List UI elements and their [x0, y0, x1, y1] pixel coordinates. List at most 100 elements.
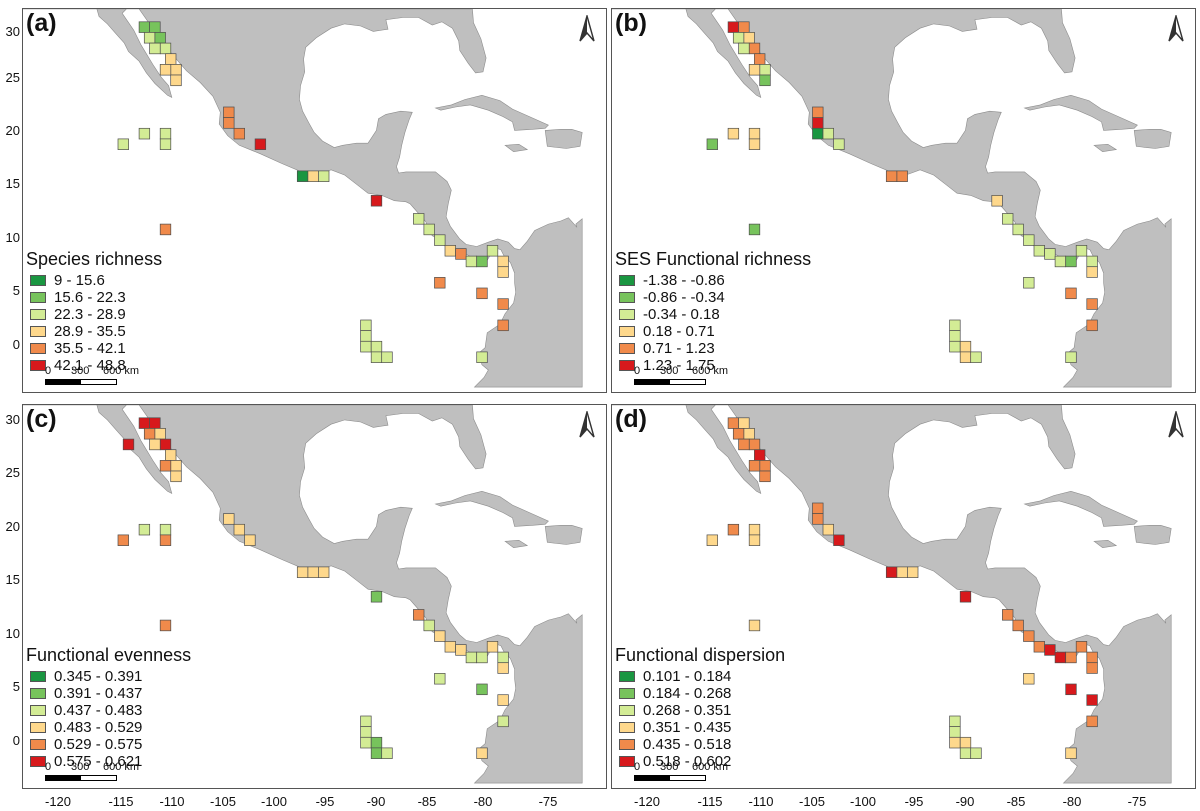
grid-cell — [381, 351, 393, 363]
grid-cell — [318, 566, 330, 578]
scale-label: 600 km — [103, 761, 140, 773]
grid-cell — [497, 319, 509, 332]
grid-cell — [1075, 245, 1088, 257]
legend-item: 0.435 - 0.518 — [615, 736, 785, 753]
grid-cell — [149, 438, 161, 451]
grid-cell — [812, 106, 824, 119]
legend-swatch — [619, 360, 635, 371]
legend-swatch — [30, 756, 46, 767]
grid-cell — [486, 245, 499, 257]
grid-cell — [413, 213, 425, 225]
grid-cell — [476, 351, 488, 363]
grid-cell — [497, 266, 509, 278]
grid-cell — [706, 534, 718, 546]
map-canvas — [23, 405, 583, 784]
land-north_america — [612, 405, 1172, 784]
grid-cell — [159, 534, 172, 546]
scale-bar: 0 300 600 km — [634, 365, 744, 391]
grid-cell — [727, 127, 740, 140]
legend-item: 0.268 - 0.351 — [615, 702, 785, 719]
legend: Functional evenness 0.345 - 0.391 0.391 … — [26, 645, 191, 770]
north-arrow-icon — [1168, 15, 1184, 42]
grid-cell — [455, 248, 467, 260]
grid-cell — [159, 138, 172, 150]
grid-cell — [370, 351, 383, 363]
grid-cell — [117, 534, 129, 546]
grid-cell — [1023, 673, 1035, 685]
x-tick: -85 — [417, 794, 437, 809]
legend-item: 9 - 15.6 — [26, 272, 162, 289]
grid-cell — [159, 223, 172, 236]
land-cuba — [434, 94, 549, 131]
grid-cell — [1065, 747, 1077, 759]
y-tick: 20 — [5, 123, 20, 138]
scale-label: 300 — [660, 365, 679, 377]
grid-cell — [732, 32, 745, 44]
grid-cell — [1044, 248, 1056, 260]
legend-item: 35.5 - 42.1 — [26, 340, 162, 357]
legend-swatch — [30, 671, 46, 682]
legend-item: 0.391 - 0.437 — [26, 685, 191, 702]
grid-cell — [159, 127, 172, 140]
grid-cell — [812, 117, 824, 129]
grid-cell — [154, 32, 166, 44]
legend-item: 28.9 - 35.5 — [26, 323, 162, 340]
grid-cell — [748, 460, 761, 472]
legend-title: Functional evenness — [26, 645, 192, 665]
grid-cell — [1065, 651, 1077, 664]
land-cuba — [1023, 490, 1138, 527]
grid-cell — [434, 277, 446, 289]
land-north_america — [23, 405, 583, 784]
grid-cell — [748, 64, 761, 76]
grid-cell — [497, 715, 509, 728]
y-tick: 5 — [12, 679, 20, 694]
grid-cell — [476, 255, 488, 268]
map-panel-c: (c) Functional evenness 0.345 - 0.391 0.… — [22, 404, 607, 789]
legend-swatch — [619, 343, 635, 354]
scale-label: 0 — [634, 761, 641, 773]
grid-cell — [244, 534, 256, 546]
grid-cell — [949, 330, 961, 342]
x-tick: -105 — [798, 794, 826, 809]
grid-cell — [1065, 255, 1077, 268]
grid-cell — [476, 747, 488, 759]
grid-cell — [296, 170, 309, 182]
legend-label: 0.518 - 0.602 — [643, 753, 732, 770]
legend-label: 28.9 - 35.5 — [54, 323, 126, 340]
grid-cell — [822, 127, 834, 140]
scale-label: 600 km — [692, 365, 729, 377]
legend-label: 0.575 - 0.621 — [54, 753, 143, 770]
grid-cell — [949, 319, 961, 332]
grid-cell — [360, 319, 372, 332]
legend-item: 0.184 - 0.268 — [615, 685, 785, 702]
legend-item: 0.345 - 0.391 — [26, 668, 191, 685]
grid-cell — [476, 683, 488, 696]
legend-item: 0.18 - 0.71 — [615, 323, 811, 340]
y-tick: 15 — [5, 572, 20, 587]
map-panel-a: (a) Species richness 9 - 15.6 15.6 - 22.… — [22, 8, 607, 393]
y-tick: 0 — [12, 733, 20, 748]
grid-cell — [1086, 298, 1098, 310]
grid-cell — [149, 42, 161, 55]
legend-label: -1.38 - -0.86 — [643, 272, 725, 289]
x-tick: -95 — [315, 794, 335, 809]
land-jamaica — [1093, 143, 1118, 153]
scale-label: 300 — [71, 761, 90, 773]
legend-swatch — [30, 705, 46, 716]
legend-swatch — [619, 326, 635, 337]
grid-cell — [149, 21, 161, 33]
legend-label: 0.351 - 0.435 — [643, 719, 732, 736]
grid-cell — [122, 438, 135, 451]
legend-swatch — [619, 705, 635, 716]
grid-cell — [159, 523, 172, 536]
grid-cell — [1023, 630, 1035, 642]
legend-label: 0.18 - 0.71 — [643, 323, 715, 340]
grid-cell — [1033, 641, 1045, 653]
x-tick: -80 — [1062, 794, 1082, 809]
grid-cell — [833, 534, 845, 546]
legend-label: 35.5 - 42.1 — [54, 340, 126, 357]
legend-item: 0.71 - 1.23 — [615, 340, 811, 357]
legend-label: -0.34 - 0.18 — [643, 306, 720, 323]
legend-label: 0.391 - 0.437 — [54, 685, 143, 702]
scale-bar: 0 300 600 km — [634, 761, 744, 787]
